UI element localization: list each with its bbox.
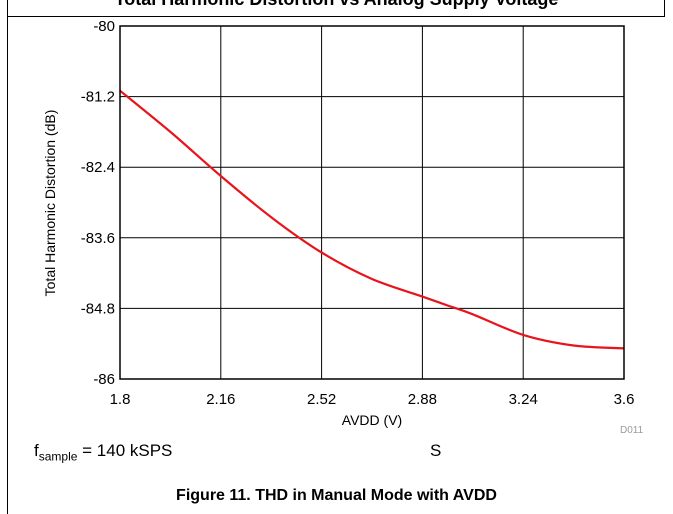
x-tick-label: 2.88 — [408, 391, 437, 408]
y-tick-label: -82.4 — [81, 159, 115, 176]
note-f: f — [34, 441, 39, 460]
grid-lines — [120, 26, 624, 379]
figure-code: D011 — [620, 425, 644, 436]
figure-caption: Figure 11. THD in Manual Mode with AVDD — [176, 487, 497, 504]
y-tick-label: -80 — [93, 18, 115, 35]
x-tick-labels: 1.8 2.16 2.52 2.88 3.24 3.6 — [110, 391, 635, 408]
x-tick-label: 2.16 — [206, 391, 235, 408]
y-tick-label: -83.6 — [81, 230, 115, 247]
note-value: = 140 kSPS — [77, 441, 173, 460]
y-tick-label: -84.8 — [81, 300, 115, 317]
x-tick-label: 1.8 — [110, 391, 131, 408]
x-tick-label: 3.6 — [614, 391, 635, 408]
cut-off-title: Total Harmonic Distortion vs Analog Supp… — [0, 0, 673, 10]
series-line-0 — [119, 89, 625, 350]
plot-area — [120, 26, 624, 379]
frame-right-border — [664, 0, 665, 16]
frame-top-border — [7, 16, 665, 17]
y-tick-label: -81.2 — [81, 89, 115, 106]
y-axis-label: Total Harmonic Distortion (dB) — [42, 110, 58, 297]
sample-rate-note: fsample = 140 kSPS — [34, 441, 172, 463]
x-tick-label: 2.52 — [307, 391, 336, 408]
x-axis-label: AVDD (V) — [342, 412, 402, 428]
frame-left-border — [7, 0, 8, 514]
y-tick-label: -86 — [93, 371, 115, 388]
x-tick-label: 3.24 — [509, 391, 538, 408]
series-layer — [119, 89, 625, 350]
trailing-text: S — [430, 441, 442, 460]
note-subscript: sample — [38, 449, 78, 464]
y-tick-labels: -80 -81.2 -82.4 -83.6 -84.8 -86 — [81, 18, 115, 388]
plot-border — [119, 25, 625, 380]
